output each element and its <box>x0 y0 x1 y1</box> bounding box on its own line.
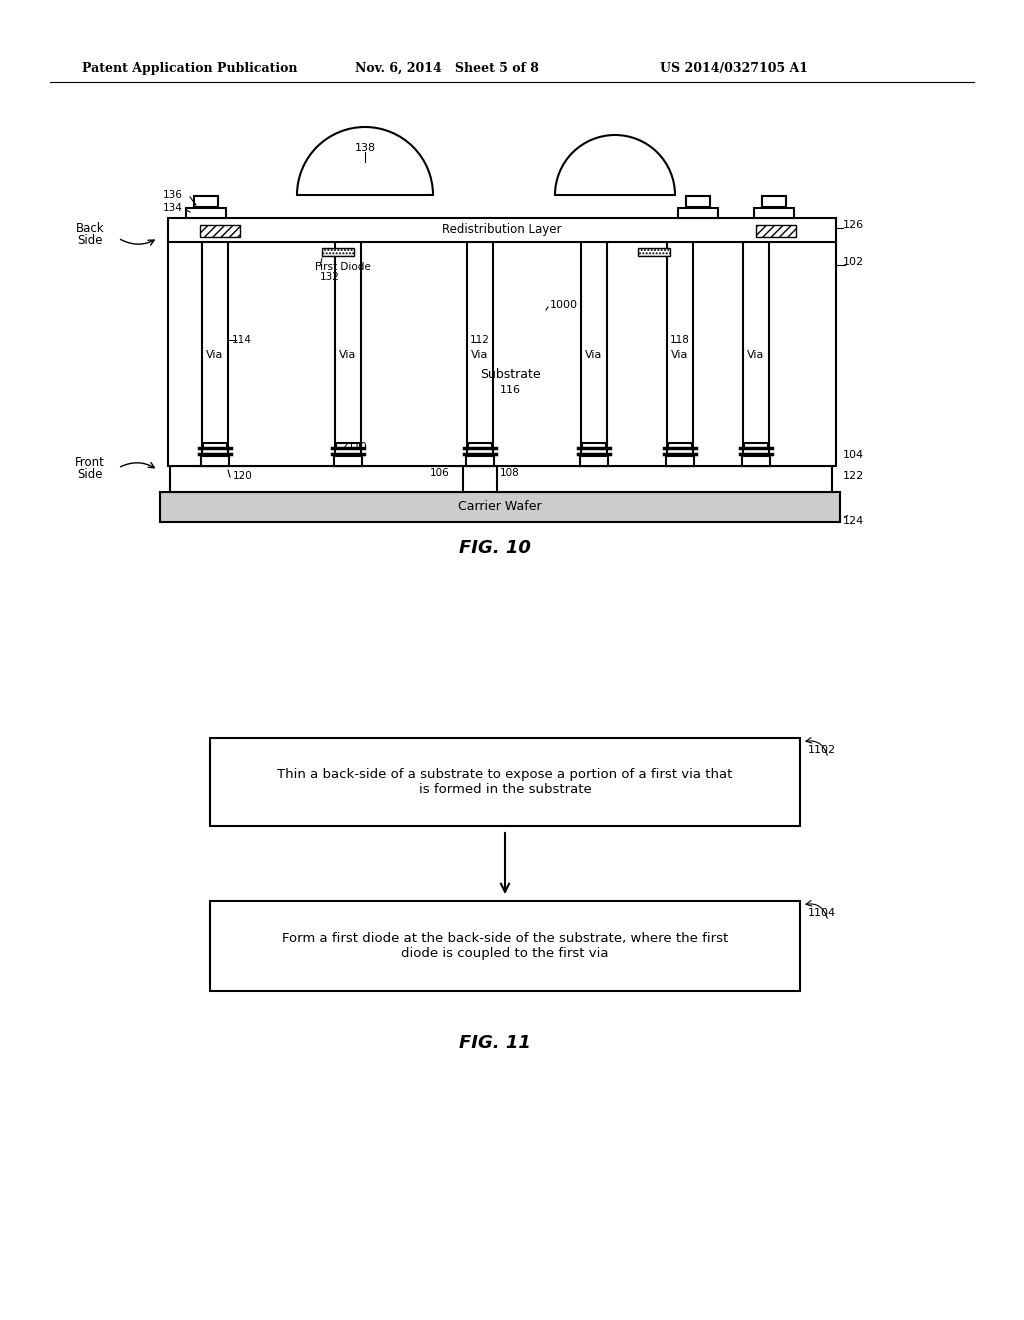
Text: Thin a back-side of a substrate to expose a portion of a first via that
is forme: Thin a back-side of a substrate to expos… <box>278 768 733 796</box>
Bar <box>335 238 361 466</box>
Bar <box>743 238 769 466</box>
Text: 136: 136 <box>163 190 183 201</box>
Text: FIG. 10: FIG. 10 <box>459 539 530 557</box>
Bar <box>200 224 240 238</box>
Bar <box>686 195 710 207</box>
Bar <box>638 248 670 256</box>
Text: 112: 112 <box>470 335 489 345</box>
Text: 132: 132 <box>321 272 340 282</box>
Text: Form a first diode at the back-side of the substrate, where the first
diode is c: Form a first diode at the back-side of t… <box>282 932 728 960</box>
Bar <box>678 209 718 218</box>
Bar <box>580 455 608 466</box>
Bar <box>168 238 836 466</box>
Bar <box>186 209 226 218</box>
Bar <box>742 455 770 466</box>
Text: First Diode: First Diode <box>315 261 371 272</box>
Bar <box>754 209 794 218</box>
Text: 124: 124 <box>843 516 864 525</box>
Text: 116: 116 <box>500 385 520 395</box>
Text: 106: 106 <box>430 469 450 478</box>
Text: Redistribution Layer: Redistribution Layer <box>442 223 562 236</box>
Text: Via: Via <box>339 350 356 360</box>
Text: Nov. 6, 2014   Sheet 5 of 8: Nov. 6, 2014 Sheet 5 of 8 <box>355 62 539 75</box>
Text: 126: 126 <box>843 220 864 230</box>
Text: Via: Via <box>748 350 765 360</box>
Text: 110: 110 <box>348 442 368 451</box>
Bar <box>497 466 831 492</box>
Text: 114: 114 <box>232 335 252 345</box>
Text: Via: Via <box>672 350 689 360</box>
Text: 120: 120 <box>233 471 253 480</box>
Text: 1102: 1102 <box>808 744 837 755</box>
Text: 108: 108 <box>500 469 520 478</box>
Bar <box>160 492 840 521</box>
Bar <box>210 902 800 991</box>
Text: Via: Via <box>206 350 223 360</box>
Text: Patent Application Publication: Patent Application Publication <box>82 62 298 75</box>
Text: Side: Side <box>77 234 102 247</box>
Text: 1000: 1000 <box>550 300 578 310</box>
Text: Via: Via <box>586 350 603 360</box>
Text: Carrier Wafer: Carrier Wafer <box>458 500 542 513</box>
Text: FIG. 11: FIG. 11 <box>459 1034 530 1052</box>
Bar <box>202 238 228 466</box>
Bar <box>168 218 836 242</box>
Bar <box>322 248 354 256</box>
Bar <box>581 238 607 466</box>
Text: 134: 134 <box>163 203 183 213</box>
Text: 118: 118 <box>670 335 690 345</box>
Wedge shape <box>297 127 433 195</box>
Bar <box>667 238 693 466</box>
Text: Via: Via <box>471 350 488 360</box>
Text: 122: 122 <box>843 471 864 480</box>
Bar <box>201 455 229 466</box>
Bar <box>467 238 493 466</box>
Text: Side: Side <box>77 469 102 482</box>
Text: 104: 104 <box>843 450 864 459</box>
Text: 102: 102 <box>843 257 864 267</box>
Bar <box>466 455 494 466</box>
Bar <box>756 224 796 238</box>
Wedge shape <box>555 135 675 195</box>
Bar <box>666 455 694 466</box>
Text: US 2014/0327105 A1: US 2014/0327105 A1 <box>660 62 808 75</box>
Text: Substrate: Substrate <box>479 368 541 381</box>
Bar <box>170 466 463 492</box>
Text: Front: Front <box>75 457 104 470</box>
Bar <box>194 195 218 207</box>
Text: 138: 138 <box>354 143 376 153</box>
Text: Back: Back <box>76 222 104 235</box>
Bar <box>210 738 800 826</box>
Bar <box>762 195 786 207</box>
Text: 1104: 1104 <box>808 908 837 917</box>
Bar <box>334 455 362 466</box>
